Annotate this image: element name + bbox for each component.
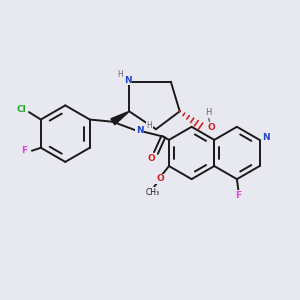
Text: O: O	[156, 174, 164, 183]
Text: F: F	[21, 146, 28, 155]
Polygon shape	[111, 111, 129, 125]
Text: N: N	[262, 133, 270, 142]
Text: F: F	[235, 191, 242, 200]
Text: H: H	[146, 121, 152, 130]
Text: H: H	[117, 70, 123, 79]
Text: CH₃: CH₃	[146, 188, 160, 197]
Text: O: O	[148, 154, 155, 163]
Text: O: O	[207, 123, 215, 132]
Text: N: N	[136, 126, 143, 135]
Text: H: H	[205, 108, 211, 117]
Text: Cl: Cl	[16, 105, 26, 114]
Text: N: N	[124, 76, 131, 85]
